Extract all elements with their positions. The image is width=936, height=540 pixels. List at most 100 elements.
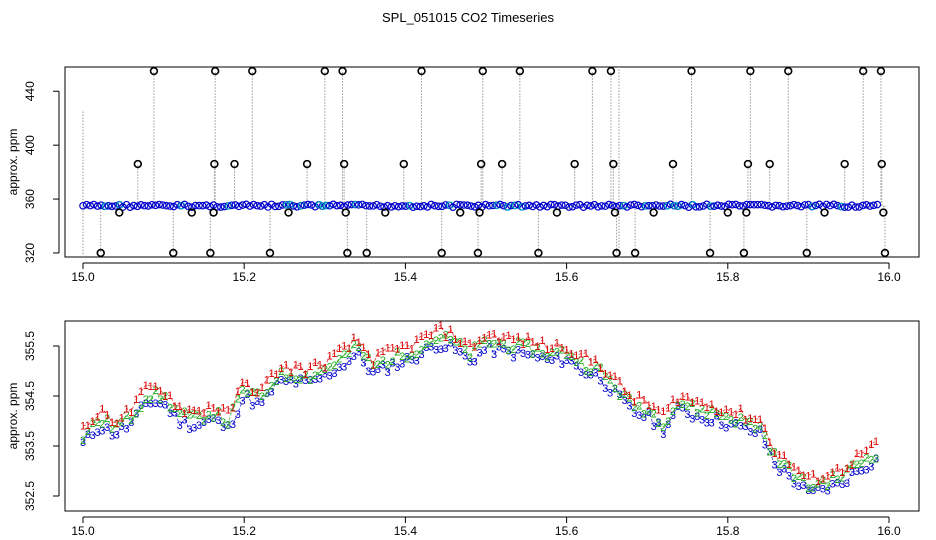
series-2-point: 2 [791,473,797,485]
series-3-point: 3 [651,421,657,433]
baseline-point [365,202,374,210]
series-1-point: 1 [264,375,270,387]
baseline-point [481,200,490,209]
spike-point [476,159,486,169]
baseline-point [713,201,722,209]
series-2-point: 2 [472,340,478,352]
baseline-point [525,201,533,210]
baseline-point [470,202,479,211]
series-2-point: 2 [510,344,516,356]
x-tick-label: 15.2 [233,270,257,284]
baseline-point [93,202,102,210]
series-1-point: 1 [559,342,565,354]
series-3-point: 3 [810,485,816,497]
series-3-point: 3 [631,408,637,420]
series-1-point: 1 [336,343,342,355]
series-1-point: 1 [128,407,134,419]
baseline-point [275,202,283,211]
series-3-point: 3 [389,358,395,370]
baseline-point [227,201,236,210]
baseline-point [739,202,747,210]
series-2-point: 2 [414,349,420,361]
series-2-point: 2 [143,394,149,406]
baseline-point [753,200,762,209]
series-1-point: 1 [389,343,395,355]
series-3-point: 3 [573,361,579,373]
series-1-point: 1 [476,335,482,347]
series-3-point: 3 [776,467,782,479]
series-2-point: 2 [626,392,632,404]
y-tick-label: 353.5 [23,431,37,461]
spike-point [362,248,371,258]
series-1-point: 1 [588,356,594,368]
series-1-point: 1 [273,369,279,381]
series-3-point: 3 [331,368,337,380]
series-1-point: 1 [443,332,449,344]
series-2-point: 2 [873,453,879,465]
series-2-point: 2 [655,418,661,430]
series-1-point: 1 [423,329,429,341]
series-2-point: 2 [815,479,821,491]
series-2-point: 2 [506,345,512,357]
series-3-point: 3 [694,411,700,423]
series-1-point: 1 [467,338,473,350]
series-3-point: 3 [501,343,507,355]
baseline-point [151,201,160,210]
series-1-point: 1 [186,404,192,416]
baseline-point [347,200,356,209]
series-3-point: 3 [496,342,502,354]
baseline-point [561,201,570,210]
baseline-point [166,202,174,210]
series-1-point: 1 [631,396,637,408]
baseline-point [521,202,530,210]
spike-point [284,208,293,217]
series-1-point: 1 [791,461,797,473]
baseline-point [608,201,617,210]
spike-point [149,66,159,76]
series-1-point: 1 [796,465,802,477]
series-1-point: 1 [723,404,729,416]
series-3-point: 3 [752,428,758,440]
baseline-point [184,202,192,211]
series-1-point: 1 [593,354,599,366]
spike-point [606,66,616,76]
baseline-point [746,200,755,209]
x-tick-label: 15.6 [555,270,579,284]
series-2-point: 2 [525,338,531,350]
y-tick-label: 354.5 [23,381,37,411]
series-2-point: 2 [501,339,507,351]
baseline-point [666,200,675,209]
series-2-point: 2 [399,351,405,363]
series-3-point: 3 [863,464,869,476]
y-tick-label: 355.5 [23,331,37,361]
series-1-point: 1 [699,397,705,409]
baseline-point [307,201,316,209]
series-1-point: 1 [704,402,710,414]
baseline-point [601,202,610,210]
baseline-point [438,202,446,211]
series-2-point: 2 [859,458,865,470]
series-2-point: 2 [481,335,487,347]
series-1-point: 1 [486,330,492,342]
series-3-point: 3 [476,348,482,360]
series-1-point: 1 [733,409,739,421]
series-2-point: 2 [713,408,719,420]
series-1-point: 1 [660,406,666,418]
baseline-point [547,200,555,209]
spike-point [302,159,312,169]
series-3-point: 3 [177,420,183,432]
spike-point [339,159,349,169]
series-3-point: 3 [680,403,686,415]
spike-point [515,66,525,76]
series-2-point: 2 [254,387,260,399]
baseline-point [532,201,541,209]
series-1-point: 1 [617,375,623,387]
series-2-point: 2 [322,364,328,376]
series-1-point: 1 [322,362,328,374]
series-3-point: 3 [336,362,342,374]
baseline-point [148,200,156,209]
series-2-point: 2 [331,360,337,372]
series-1-point: 1 [360,342,366,354]
baseline-point [677,200,686,209]
spike-point [399,159,408,169]
